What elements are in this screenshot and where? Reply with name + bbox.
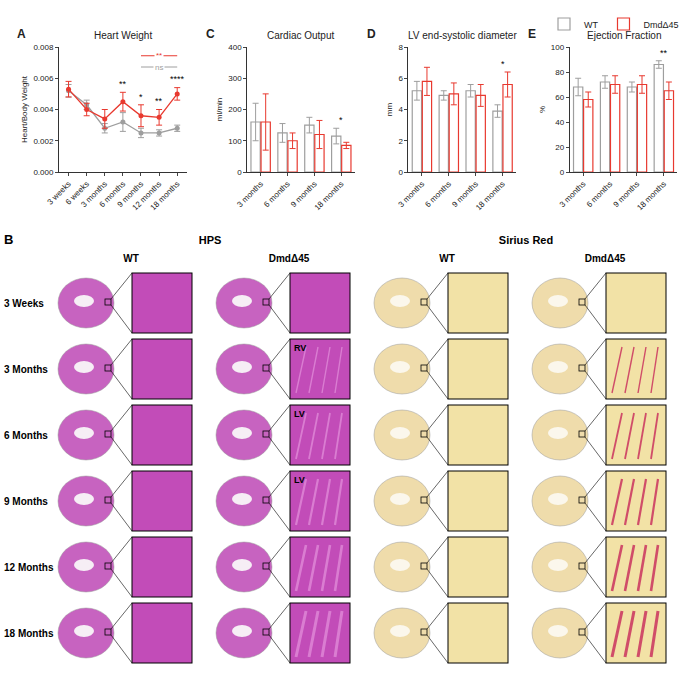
svg-text:9 months: 9 months [116, 179, 146, 209]
svg-text:LV end-systolic diameter: LV end-systolic diameter [408, 30, 517, 41]
svg-text:80: 80 [555, 68, 564, 77]
svg-text:0: 0 [398, 168, 403, 177]
svg-text:9 months: 9 months [450, 179, 480, 209]
svg-text:18 months: 18 months [313, 179, 346, 212]
svg-text:Heart/Body Weight: Heart/Body Weight [20, 75, 29, 143]
svg-text:**: ** [660, 48, 668, 58]
svg-text:18 months: 18 months [474, 179, 507, 212]
svg-text:WT: WT [584, 20, 598, 30]
svg-text:40: 40 [555, 118, 564, 127]
svg-text:DmdΔ45: DmdΔ45 [643, 20, 678, 30]
svg-text:4: 4 [398, 105, 403, 114]
svg-text:ns: ns [155, 63, 163, 72]
svg-text:9 months: 9 months [612, 179, 642, 209]
svg-text:C: C [206, 27, 215, 41]
svg-text:LV: LV [294, 475, 305, 485]
svg-text:2: 2 [398, 137, 403, 146]
svg-text:*: * [501, 59, 505, 69]
svg-text:*: * [139, 92, 143, 102]
svg-text:400: 400 [228, 43, 242, 52]
svg-text:18 Months: 18 Months [4, 628, 54, 639]
svg-text:DmdΔ45: DmdΔ45 [269, 253, 310, 264]
svg-text:9 Months: 9 Months [4, 496, 48, 507]
svg-text:**: ** [119, 79, 127, 89]
svg-text:*: * [339, 115, 343, 125]
svg-text:WT: WT [439, 253, 455, 264]
svg-text:6 months: 6 months [585, 179, 615, 209]
svg-text:****: **** [170, 74, 185, 84]
svg-text:12 months: 12 months [131, 179, 164, 212]
svg-text:100: 100 [551, 43, 565, 52]
svg-text:mm: mm [385, 103, 394, 117]
svg-text:100: 100 [228, 137, 242, 146]
svg-text:ml/min: ml/min [215, 98, 224, 122]
svg-text:6 months: 6 months [423, 179, 453, 209]
svg-text:RV: RV [294, 343, 306, 353]
svg-text:6 weeks: 6 weeks [64, 179, 91, 206]
svg-text:Heart Weight: Heart Weight [94, 30, 152, 41]
svg-text:LV: LV [294, 409, 305, 419]
svg-text:3 months: 3 months [79, 179, 109, 209]
svg-text:18 months: 18 months [149, 179, 182, 212]
svg-text:0: 0 [560, 168, 565, 177]
svg-text:D: D [367, 27, 376, 41]
svg-text:WT: WT [123, 253, 139, 264]
svg-text:60: 60 [555, 93, 564, 102]
svg-text:8: 8 [398, 43, 403, 52]
svg-text:3 months: 3 months [397, 179, 427, 209]
svg-text:0.006: 0.006 [33, 74, 54, 83]
svg-text:0.002: 0.002 [33, 137, 54, 146]
svg-text:**: ** [155, 96, 163, 106]
svg-text:Sirius Red: Sirius Red [499, 234, 553, 246]
svg-text:0.004: 0.004 [33, 105, 54, 114]
svg-text:%: % [538, 106, 547, 113]
svg-text:6 months: 6 months [97, 179, 127, 209]
svg-text:Cardiac Output: Cardiac Output [267, 30, 334, 41]
svg-text:B: B [4, 232, 13, 247]
svg-text:6 Months: 6 Months [4, 430, 48, 441]
svg-text:DmdΔ45: DmdΔ45 [585, 253, 626, 264]
svg-text:6: 6 [398, 74, 403, 83]
svg-text:200: 200 [228, 105, 242, 114]
svg-text:18 months: 18 months [635, 179, 668, 212]
svg-text:3 Weeks: 3 Weeks [4, 298, 44, 309]
svg-text:300: 300 [228, 74, 242, 83]
svg-text:0.008: 0.008 [33, 43, 54, 52]
svg-text:**: ** [156, 51, 162, 60]
svg-text:12 Months: 12 Months [4, 562, 54, 573]
svg-text:E: E [528, 27, 536, 41]
svg-text:Ejection Fraction: Ejection Fraction [587, 30, 661, 41]
svg-text:3 months: 3 months [235, 179, 265, 209]
svg-text:3 Months: 3 Months [4, 364, 48, 375]
svg-text:A: A [17, 27, 26, 41]
svg-text:0.000: 0.000 [33, 168, 54, 177]
svg-text:6 months: 6 months [262, 179, 292, 209]
svg-text:20: 20 [555, 143, 564, 152]
svg-text:9 months: 9 months [289, 179, 319, 209]
svg-text:3 weeks: 3 weeks [46, 179, 73, 206]
svg-text:HPS: HPS [199, 234, 222, 246]
svg-text:3 months: 3 months [558, 179, 588, 209]
svg-text:0: 0 [237, 168, 242, 177]
